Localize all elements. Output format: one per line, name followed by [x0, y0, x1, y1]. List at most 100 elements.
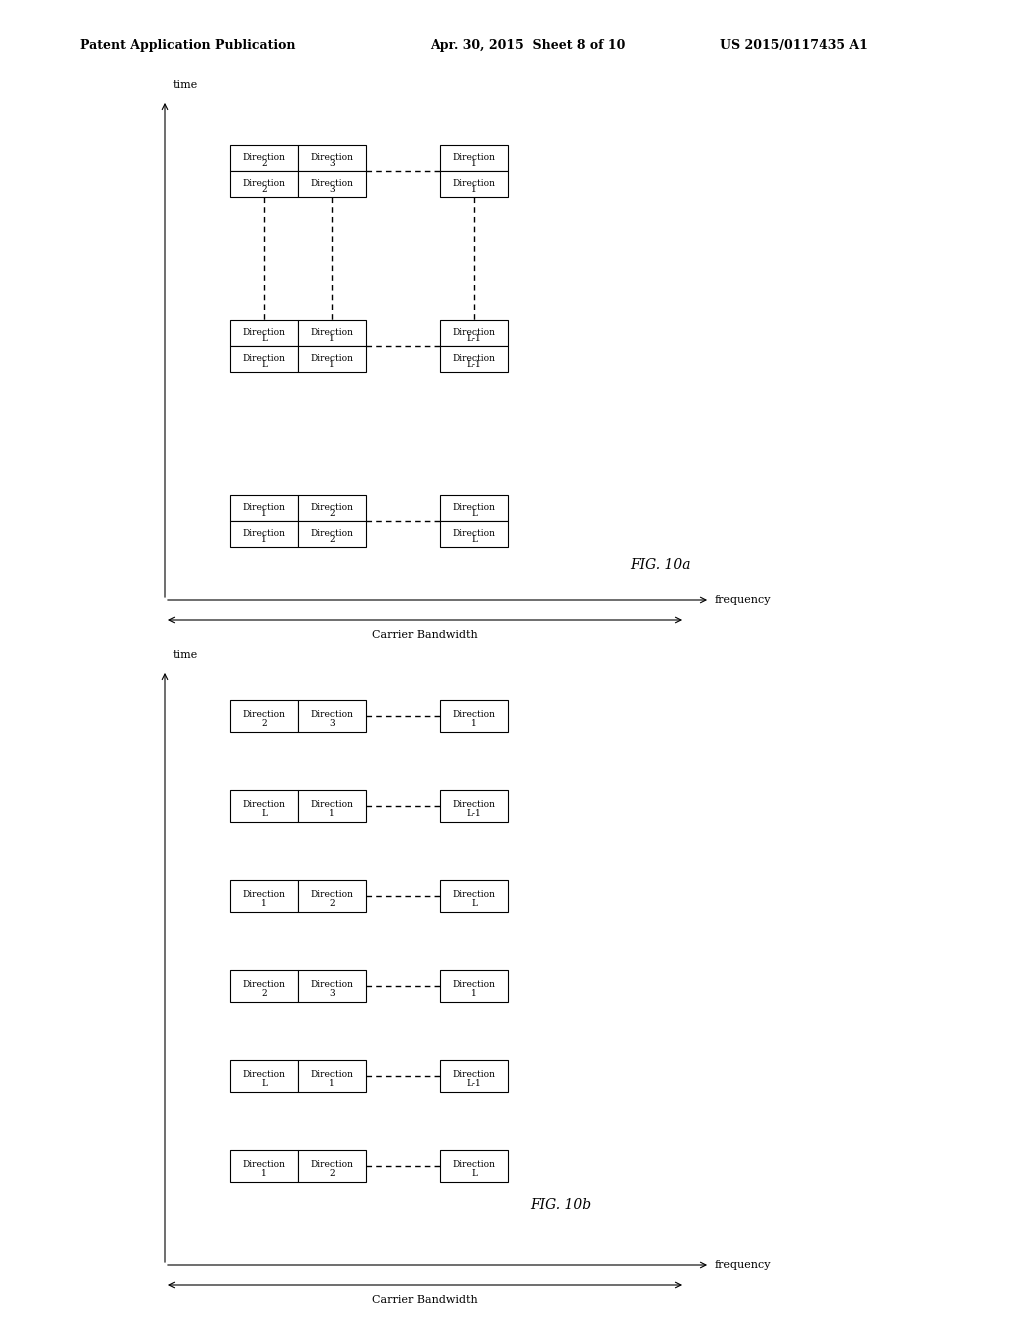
Text: frequency: frequency [715, 1261, 771, 1270]
Text: Direction: Direction [310, 979, 353, 989]
Bar [230, 145, 298, 172]
Text: 2: 2 [261, 718, 267, 727]
Bar [298, 1060, 366, 1092]
Text: 1: 1 [471, 989, 477, 998]
Bar [298, 789, 366, 822]
Text: 1: 1 [329, 809, 335, 817]
Text: 3: 3 [329, 718, 335, 727]
Bar [440, 789, 508, 822]
Text: 1: 1 [471, 718, 477, 727]
Text: Direction: Direction [243, 710, 286, 718]
Text: Direction: Direction [453, 710, 496, 718]
Text: Direction: Direction [453, 800, 496, 809]
Text: Direction: Direction [453, 529, 496, 537]
Text: L: L [471, 899, 477, 908]
Bar [230, 880, 298, 912]
Text: Direction: Direction [453, 1159, 496, 1168]
Bar [440, 880, 508, 912]
Text: 3: 3 [329, 160, 335, 168]
Bar [230, 495, 298, 521]
Text: Carrier Bandwidth: Carrier Bandwidth [372, 630, 478, 640]
Text: Direction: Direction [243, 1069, 286, 1078]
Text: Direction: Direction [243, 979, 286, 989]
Bar [298, 970, 366, 1002]
Bar [298, 346, 366, 372]
Bar [298, 700, 366, 733]
Bar [298, 145, 366, 172]
Bar [230, 1150, 298, 1181]
Bar [230, 319, 298, 346]
Bar [298, 172, 366, 197]
Bar [230, 1060, 298, 1092]
Bar [298, 1150, 366, 1181]
Bar [230, 789, 298, 822]
Text: 1: 1 [329, 334, 335, 343]
Text: 1: 1 [329, 360, 335, 370]
Bar [440, 346, 508, 372]
Text: L: L [261, 809, 267, 817]
Text: 2: 2 [261, 185, 267, 194]
Bar [230, 700, 298, 733]
Text: FIG. 10b: FIG. 10b [530, 1199, 591, 1212]
Bar [230, 172, 298, 197]
Bar [440, 970, 508, 1002]
Text: Direction: Direction [453, 890, 496, 899]
Bar [440, 521, 508, 546]
Text: Direction: Direction [310, 354, 353, 363]
Text: Direction: Direction [310, 800, 353, 809]
Text: Direction: Direction [453, 153, 496, 162]
Bar [440, 1060, 508, 1092]
Text: 1: 1 [261, 510, 267, 519]
Bar [230, 970, 298, 1002]
Text: Direction: Direction [453, 503, 496, 512]
Text: Direction: Direction [243, 1159, 286, 1168]
Bar [440, 319, 508, 346]
Text: time: time [173, 81, 199, 90]
Text: 2: 2 [329, 510, 335, 519]
Text: 2: 2 [261, 989, 267, 998]
Text: Direction: Direction [243, 153, 286, 162]
Bar [440, 145, 508, 172]
Bar [298, 880, 366, 912]
Text: Direction: Direction [243, 503, 286, 512]
Text: Direction: Direction [243, 800, 286, 809]
Text: L-1: L-1 [467, 334, 481, 343]
Text: Direction: Direction [243, 890, 286, 899]
Text: Direction: Direction [243, 327, 286, 337]
Text: L: L [261, 334, 267, 343]
Text: 2: 2 [261, 160, 267, 168]
Text: 3: 3 [329, 185, 335, 194]
Text: Direction: Direction [453, 354, 496, 363]
Bar [440, 172, 508, 197]
Text: L-1: L-1 [467, 1078, 481, 1088]
Text: Apr. 30, 2015  Sheet 8 of 10: Apr. 30, 2015 Sheet 8 of 10 [430, 38, 626, 51]
Text: Direction: Direction [310, 1159, 353, 1168]
Text: Direction: Direction [453, 327, 496, 337]
Bar [440, 1150, 508, 1181]
Text: Direction: Direction [310, 1069, 353, 1078]
Text: Direction: Direction [243, 178, 286, 187]
Text: 2: 2 [329, 535, 335, 544]
Text: frequency: frequency [715, 595, 771, 605]
Text: Direction: Direction [310, 327, 353, 337]
Bar [298, 319, 366, 346]
Text: Direction: Direction [310, 710, 353, 718]
Text: Direction: Direction [310, 890, 353, 899]
Text: 2: 2 [329, 899, 335, 908]
Bar [298, 521, 366, 546]
Text: 1: 1 [471, 185, 477, 194]
Bar [230, 521, 298, 546]
Text: Patent Application Publication: Patent Application Publication [80, 38, 296, 51]
Text: FIG. 10a: FIG. 10a [630, 558, 690, 572]
Text: 1: 1 [261, 899, 267, 908]
Text: 1: 1 [471, 160, 477, 168]
Text: Direction: Direction [453, 1069, 496, 1078]
Text: time: time [173, 649, 199, 660]
Text: Direction: Direction [453, 979, 496, 989]
Bar [440, 700, 508, 733]
Bar [440, 495, 508, 521]
Text: 1: 1 [261, 1168, 267, 1177]
Text: L-1: L-1 [467, 360, 481, 370]
Text: Carrier Bandwidth: Carrier Bandwidth [372, 1295, 478, 1305]
Text: L: L [261, 360, 267, 370]
